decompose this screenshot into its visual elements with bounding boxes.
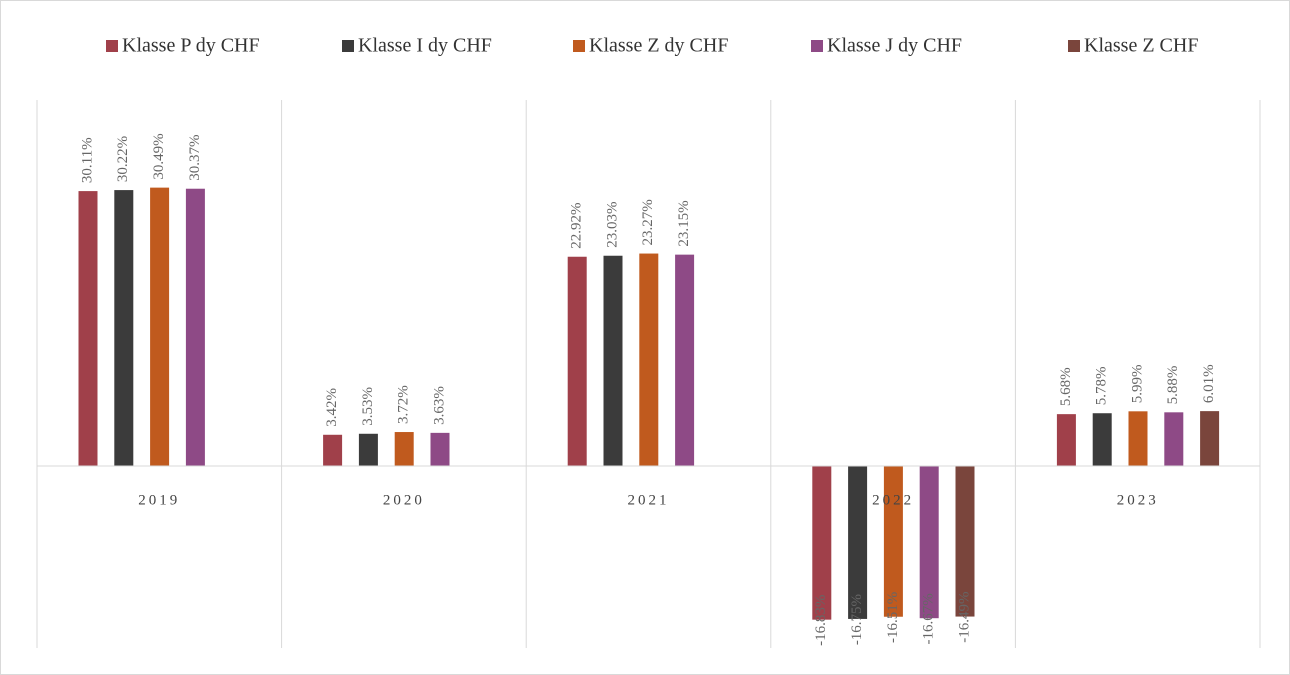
value-label: 3.63% [431,386,447,425]
value-label: 3.72% [396,385,412,424]
value-label: -16.75% [849,594,865,645]
value-label: 30.49% [151,133,167,179]
bar [848,466,868,619]
bar [675,254,695,466]
bar [955,466,975,617]
x-tick-label: 2020 [383,492,425,508]
legend-swatch [811,40,823,52]
bar [358,433,378,466]
bar [1200,411,1220,466]
x-tick-label: 2023 [1117,492,1159,508]
value-label: 3.42% [324,388,340,427]
bar [394,432,414,466]
value-label: 23.03% [604,201,620,247]
bar [919,466,939,619]
legend-swatch [106,40,118,52]
legend-label: Klasse J dy CHF [827,35,962,57]
value-label: -16.67% [921,593,937,644]
bar [1056,414,1076,466]
bar [883,466,903,617]
value-label: 23.27% [640,199,656,245]
bar [639,253,659,466]
bar [812,466,832,620]
value-label: 5.88% [1165,366,1181,405]
legend-swatch [342,40,354,52]
bar [1092,413,1112,466]
value-label: 30.22% [115,136,131,182]
value-label: -16.83% [813,595,829,646]
legend-swatch [573,40,585,52]
value-label: -16.49% [956,592,972,643]
bar [430,432,450,466]
bar [1164,412,1184,466]
value-label: 3.53% [360,387,376,426]
value-label: -16.51% [885,592,901,643]
legend-label: Klasse I dy CHF [358,35,492,57]
legend-label: Klasse Z CHF [1084,35,1198,57]
bar [150,187,170,467]
bar [185,188,205,466]
value-label: 22.92% [569,202,585,248]
bar [323,434,343,466]
legend-label: Klasse Z dy CHF [589,35,728,57]
legend-swatch [1068,40,1080,52]
x-tick-label: 2019 [138,492,180,508]
value-label: 5.99% [1129,365,1145,404]
bar [567,256,587,466]
value-label: 6.01% [1201,364,1217,403]
legend-label: Klasse P dy CHF [122,35,260,57]
x-tick-label: 2022 [872,492,914,508]
value-label: 30.11% [79,137,95,183]
bar [78,191,98,466]
bar [603,255,623,466]
value-label: 5.78% [1094,366,1110,405]
value-label: 5.68% [1058,367,1074,406]
x-tick-label: 2021 [628,492,670,508]
value-label: 30.37% [187,134,203,180]
bar [114,190,134,466]
bar [1128,411,1148,466]
value-label: 23.15% [676,200,692,246]
